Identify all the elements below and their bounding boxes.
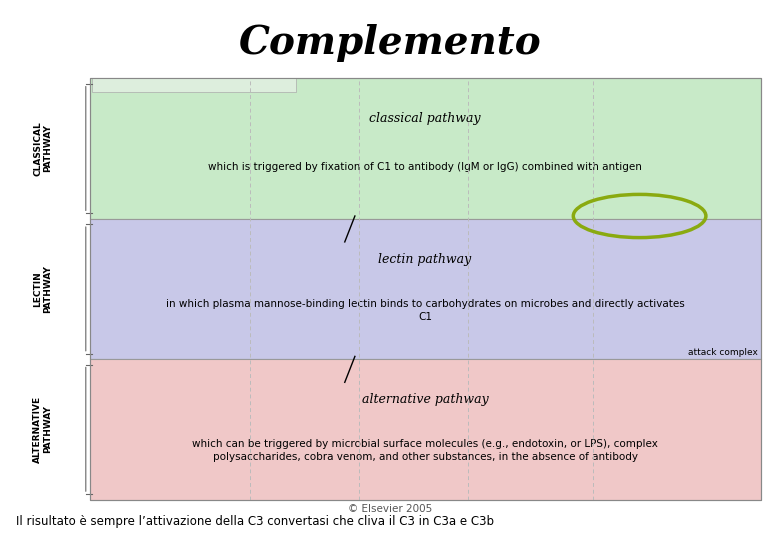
FancyBboxPatch shape [90,219,760,359]
Text: attack complex: attack complex [688,348,758,356]
Text: Complemento: Complemento [239,24,541,62]
Text: LECTIN
PATHWAY: LECTIN PATHWAY [34,265,52,313]
Text: ALTERNATIVE
PATHWAY: ALTERNATIVE PATHWAY [34,396,52,463]
Text: classical pathway: classical pathway [369,112,481,125]
FancyBboxPatch shape [90,359,760,500]
FancyBboxPatch shape [92,78,296,92]
Text: which is triggered by fixation of C1 to antibody (IgM or IgG) combined with anti: which is triggered by fixation of C1 to … [208,163,642,172]
Text: which can be triggered by microbial surface molecules (e.g., endotoxin, or LPS),: which can be triggered by microbial surf… [192,440,658,462]
Text: lectin pathway: lectin pathway [378,253,472,266]
Text: in which plasma mannose-binding lectin binds to carbohydrates on microbes and di: in which plasma mannose-binding lectin b… [165,299,685,322]
Text: Il risultato è sempre l’attivazione della C3 convertasi che cliva il C3 in C3a e: Il risultato è sempre l’attivazione dell… [16,515,494,528]
FancyBboxPatch shape [90,78,760,219]
Text: © Elsevier 2005: © Elsevier 2005 [348,504,432,514]
Text: alternative pathway: alternative pathway [362,393,488,406]
Text: CLASSICAL
PATHWAY: CLASSICAL PATHWAY [34,121,52,176]
